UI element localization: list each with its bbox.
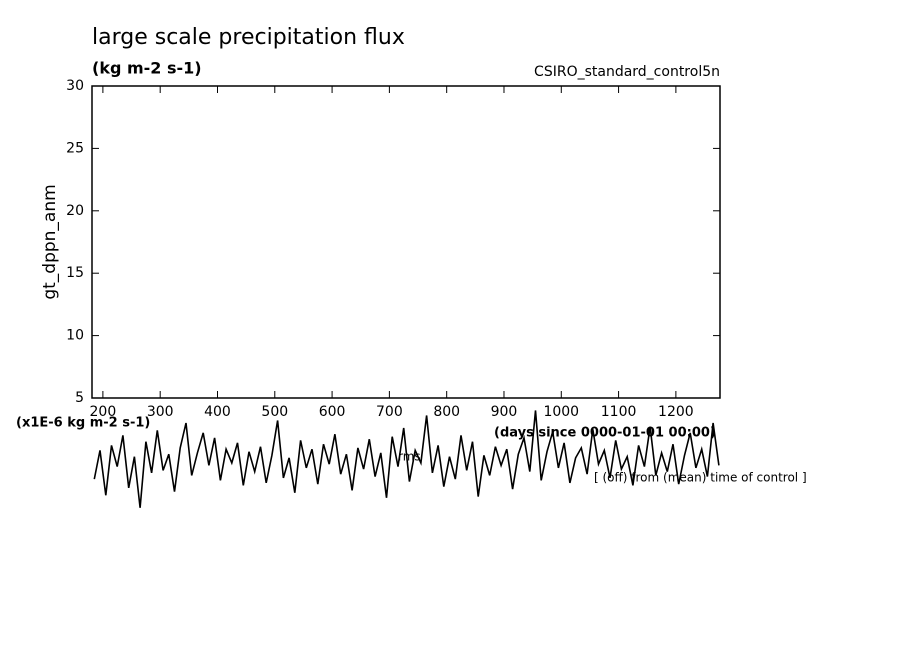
y-tick-label: 30: [66, 78, 84, 94]
chart-subtitle: (kg m-2 s-1): [92, 59, 202, 78]
x-tick-label: 600: [319, 404, 346, 420]
data-line: [93, 410, 720, 508]
x-tick-label: 300: [147, 404, 174, 420]
y-tick-label: 25: [66, 140, 84, 156]
x-tick-label: 800: [433, 404, 460, 420]
unit-label: (x1E-6 kg m-2 s-1): [16, 416, 150, 431]
x-tick-label: 700: [376, 404, 403, 420]
x-axis-label: (days since 0000-01-01 00:00): [494, 426, 716, 441]
y-tick-label: 5: [75, 390, 84, 406]
run-label: CSIRO_standard_control5n: [534, 64, 720, 80]
x-tick-label: 1000: [543, 404, 579, 420]
x-tick-label: 400: [204, 404, 231, 420]
annotation: [ (off) from (mean) time of control ]: [594, 471, 807, 485]
x-tick-label: 500: [261, 404, 288, 420]
plot-frame: [91, 85, 721, 399]
chart-title: large scale precipitation flux: [92, 25, 405, 50]
y-axis-label: gt_dppn_anm: [40, 184, 60, 299]
x-tick-label: 900: [491, 404, 518, 420]
x-tick-label: 200: [90, 404, 117, 420]
x-tick-label: 1200: [658, 404, 694, 420]
x-tick-label: 1100: [601, 404, 637, 420]
y-tick-label: 15: [66, 265, 84, 281]
y-tick-label: 10: [66, 328, 84, 344]
y-tick-label: 20: [66, 203, 84, 219]
